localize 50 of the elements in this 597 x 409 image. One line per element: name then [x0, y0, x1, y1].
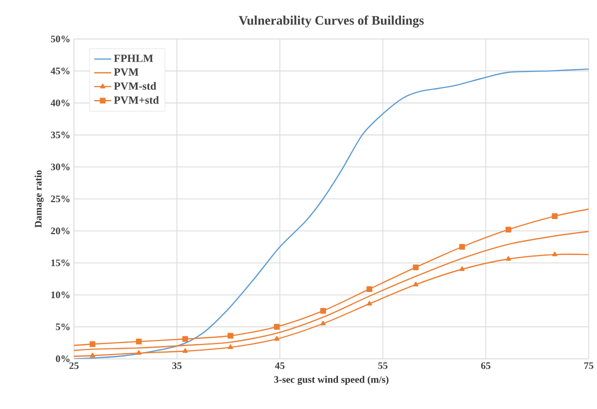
point — [506, 256, 511, 261]
point — [320, 308, 326, 314]
y-tick-label: 10% — [51, 292, 70, 298]
line-series — [74, 208, 589, 348]
legend-label: PVM-std — [114, 82, 156, 90]
point — [90, 352, 96, 358]
x-tick-label: 55 — [378, 362, 388, 370]
y-tick-label: 30% — [50, 164, 70, 170]
line-series — [74, 252, 589, 358]
point — [136, 338, 142, 345]
y-tick-label: 15% — [51, 260, 70, 266]
point — [228, 344, 234, 350]
y-tick-label: 5% — [56, 324, 70, 330]
point — [459, 266, 465, 272]
y-tick-label: 0% — [56, 356, 70, 362]
line-series — [74, 68, 589, 359]
point — [552, 213, 558, 220]
chart-title: Vulnerability Curves of Buildings — [238, 16, 424, 28]
line-series — [74, 231, 589, 352]
point — [182, 336, 188, 342]
point — [459, 244, 465, 250]
y-tick-label: 45% — [50, 68, 70, 74]
x-tick-label: 45 — [275, 362, 284, 370]
y-tick-label: 25% — [50, 196, 70, 202]
point — [136, 350, 142, 355]
point — [366, 301, 372, 306]
point — [228, 333, 234, 339]
legend-label: FPHLM — [114, 54, 153, 62]
point — [90, 341, 96, 348]
y-tick-label: 50% — [50, 36, 70, 42]
y-tick-label: 35% — [50, 132, 70, 138]
x-tick-label: 65 — [481, 362, 490, 370]
point — [413, 282, 418, 286]
y-axis-title: Damage ratio — [34, 170, 44, 228]
y-tick-label: 20% — [50, 228, 70, 234]
point — [366, 286, 372, 292]
x-tick-label: 25 — [69, 362, 79, 370]
x-tick-label: 75 — [584, 362, 594, 370]
x-axis-title: 3-sec gust wind speed (m/s) — [274, 376, 388, 386]
point — [320, 320, 326, 326]
point — [274, 336, 280, 341]
point — [274, 324, 280, 330]
point — [552, 252, 558, 256]
y-tick-label: 40% — [50, 100, 70, 106]
point — [412, 264, 419, 270]
point — [506, 226, 512, 233]
x-tick-label: 35 — [172, 362, 182, 370]
point — [182, 348, 188, 353]
legend-label: PVM+std — [114, 96, 159, 104]
legend-label: PVM — [114, 68, 138, 76]
